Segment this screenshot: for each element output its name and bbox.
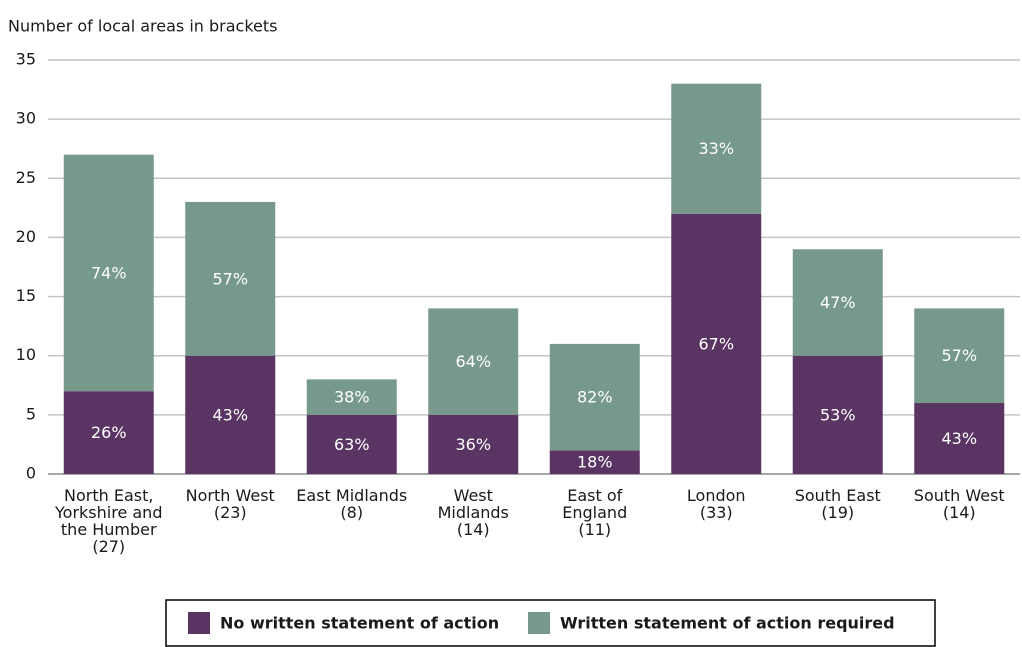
y-tick-label: 5 <box>26 404 36 423</box>
y-tick-label: 20 <box>16 227 36 246</box>
data-label: 63% <box>334 435 370 454</box>
data-label: 43% <box>212 405 248 424</box>
y-tick-label: 35 <box>16 50 36 69</box>
data-label: 18% <box>577 453 613 472</box>
bar-segment <box>914 308 1005 404</box>
legend-label: No written statement of action <box>220 614 499 633</box>
bar-segment <box>63 154 154 392</box>
bar-segment <box>549 450 640 474</box>
data-label: 43% <box>941 429 977 448</box>
data-label: 82% <box>577 388 613 407</box>
x-tick-label: East Midlands (8) <box>296 486 407 522</box>
x-tick-label: East of England (11) <box>562 486 627 539</box>
legend-swatch <box>528 612 550 634</box>
y-tick-label: 25 <box>16 168 36 187</box>
bar-segment <box>671 83 762 214</box>
data-label: 53% <box>820 405 856 424</box>
data-label: 38% <box>334 388 370 407</box>
x-tick-label: North East, Yorkshire and the Humber (27) <box>54 486 162 556</box>
data-label: 33% <box>698 139 734 158</box>
data-label: 74% <box>91 263 127 282</box>
data-label: 57% <box>212 269 248 288</box>
legend-box <box>165 599 936 647</box>
x-tick-label: South East (19) <box>795 486 881 522</box>
data-label: 26% <box>91 423 127 442</box>
bar-segment <box>306 414 397 474</box>
data-label: 64% <box>455 352 491 371</box>
x-tick-label: South West (14) <box>914 486 1005 522</box>
data-label: 36% <box>455 435 491 454</box>
bar-segment <box>792 249 883 356</box>
bar-segment <box>185 201 276 356</box>
y-tick-label: 30 <box>16 109 36 128</box>
x-tick-label: West Midlands (14) <box>438 486 509 539</box>
data-label: 47% <box>820 293 856 312</box>
bar-segment <box>671 213 762 474</box>
bar-segment <box>792 355 883 474</box>
y-tick-label: 15 <box>16 286 36 305</box>
x-tick-label: North West (23) <box>186 486 275 522</box>
chart-title: Number of local areas in brackets <box>8 17 278 36</box>
bar-segment <box>185 355 276 474</box>
data-label: 67% <box>698 334 734 353</box>
legend-swatch <box>188 612 210 634</box>
bar-segment <box>428 308 519 415</box>
legend-label: Written statement of action required <box>560 614 895 633</box>
y-tick-label: 10 <box>16 345 36 364</box>
y-tick-label: 0 <box>26 464 36 483</box>
x-tick-label: London (33) <box>687 486 746 522</box>
bar-segment <box>306 379 397 415</box>
bar-segment <box>428 414 519 474</box>
bar-segment <box>63 391 154 474</box>
bar-segment <box>914 403 1005 474</box>
data-label: 57% <box>941 346 977 365</box>
bar-segment <box>549 343 640 451</box>
